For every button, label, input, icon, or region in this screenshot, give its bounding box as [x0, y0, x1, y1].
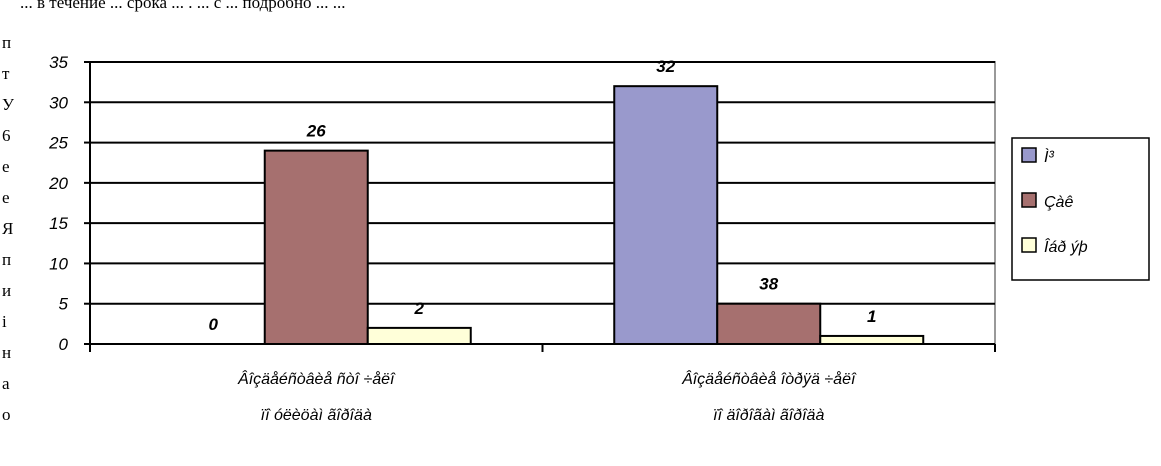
background-left-fragment: і [2, 312, 7, 331]
bar-2-2 [716, 302, 822, 346]
background-left-fragment: е [2, 188, 10, 207]
data-label: 38 [759, 275, 778, 294]
background-left-fragment: е [2, 157, 10, 176]
bar-1-2 [613, 85, 719, 346]
background-left-fragment: У [2, 95, 15, 114]
category-label: ïî óëèöàì ãîðîäà [261, 407, 372, 424]
data-labels: 0 26 2 32 38 1 [209, 57, 877, 334]
legend-label: Çàê [1044, 194, 1073, 211]
background-text: ... в течение ... срока ... . ... с ... … [20, 0, 346, 12]
legend-label: Ì³ [1044, 147, 1054, 166]
background-left-fragment: т [2, 64, 10, 83]
y-tick-label: 10 [49, 254, 68, 273]
category-label: ïî äîðîãàì ãîðîäà [713, 407, 824, 424]
legend: Ì³ Çàê Îáð ýþ [1011, 137, 1150, 281]
data-label: 0 [209, 315, 219, 334]
y-tick-label: 35 [49, 53, 68, 72]
data-label: 26 [306, 122, 326, 141]
bar-3-2 [819, 334, 925, 346]
legend-swatch [1021, 147, 1037, 163]
background-left-fragment: п [2, 250, 11, 269]
background-left-fragment: и [2, 281, 11, 300]
data-label: 2 [414, 299, 425, 318]
x-axis [89, 62, 996, 352]
background-top-line: ... в течение ... срока ... . ... с ... … [20, 0, 346, 12]
background-left-fragment: п [2, 33, 11, 52]
y-tick-label: 5 [59, 295, 69, 314]
bars [263, 85, 925, 346]
bar-3-1 [366, 326, 472, 345]
y-axis-ticks: 0 5 10 15 20 25 30 35 [48, 53, 90, 354]
background-left-fragment: о [2, 405, 11, 424]
background-left-fragment: а [2, 374, 10, 393]
legend-label: Îáð ýþ [1044, 237, 1088, 256]
data-label: 1 [867, 307, 876, 326]
y-tick-label: 25 [48, 134, 68, 153]
background-left-fragment: 6 [2, 126, 11, 145]
gridlines [90, 61, 995, 305]
category-labels: Âîçäåéñòâèå ñòî ÷åëî ïî óëèöàì ãîðîäà Âîçä… [237, 369, 857, 424]
background-left-fragment: н [2, 343, 11, 362]
y-tick-label: 15 [49, 214, 68, 233]
data-label: 32 [656, 57, 675, 76]
legend-swatch [1021, 192, 1037, 208]
legend-swatch [1021, 237, 1037, 253]
background-left-fragment: Я [2, 219, 13, 238]
chart-area [15, 18, 1155, 466]
y-tick-label: 30 [49, 93, 68, 112]
y-tick-label: 0 [59, 335, 69, 354]
category-label: Âîçäåéñòâèå ñòî ÷åëî [237, 369, 396, 388]
category-label: Âîçäåéñòâèå îòðÿä ÷åëî [681, 369, 857, 388]
y-tick-label: 20 [48, 174, 68, 193]
bar-2-1 [263, 149, 369, 345]
